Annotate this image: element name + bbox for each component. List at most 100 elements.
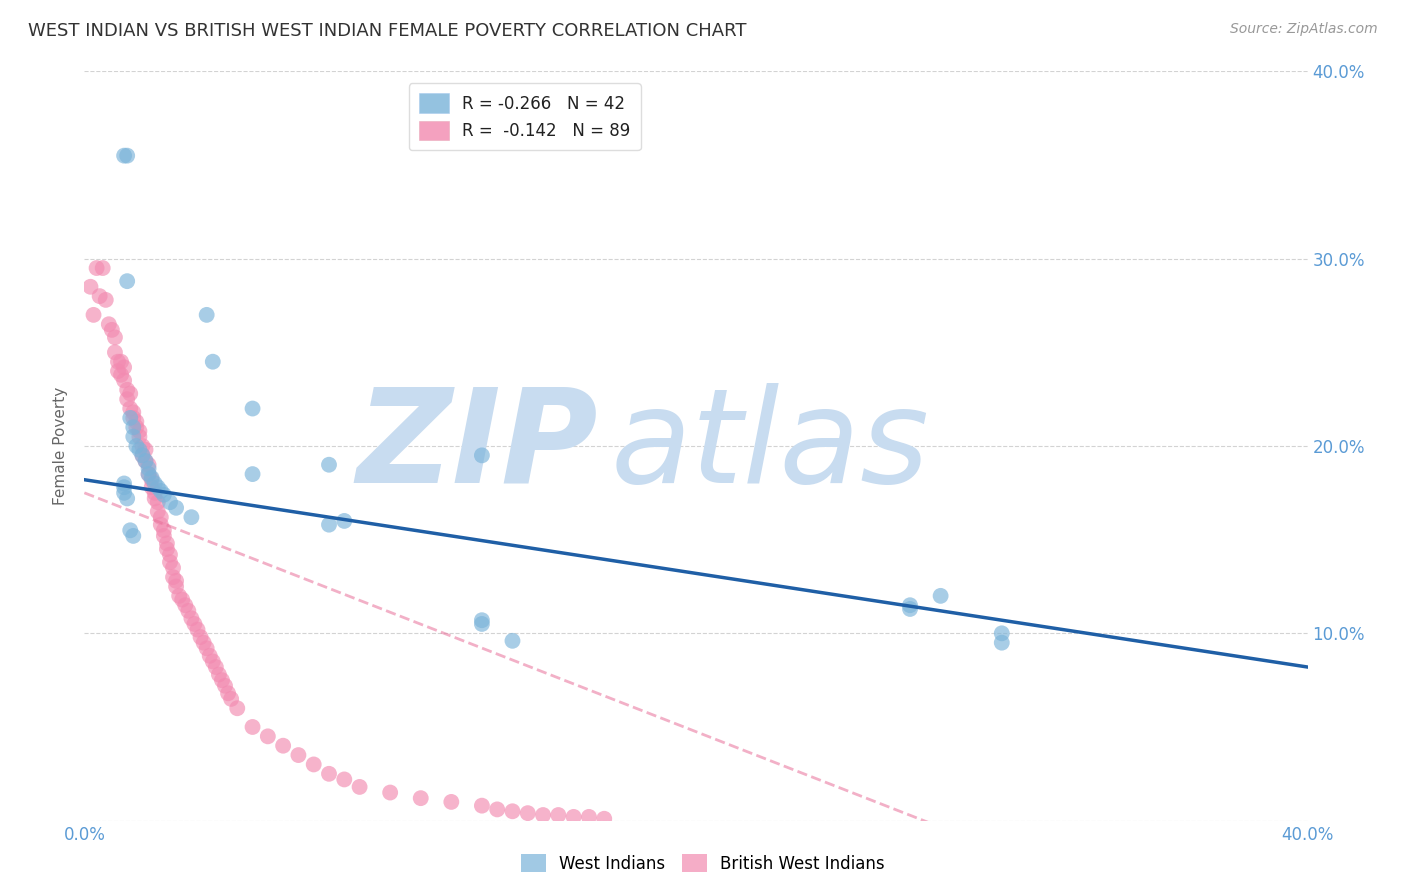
Point: [471, 798, 494, 813]
Text: atlas: atlas: [610, 383, 929, 509]
Point: [146, 480, 169, 494]
Point: [167, 589, 190, 603]
Point: [219, 692, 242, 706]
Point: [302, 757, 325, 772]
Point: [115, 383, 138, 397]
Point: [112, 360, 135, 375]
Point: [141, 480, 163, 494]
Point: [380, 786, 402, 800]
Point: [183, 617, 205, 632]
Point: [115, 149, 138, 163]
Point: [195, 641, 218, 656]
Point: [112, 149, 135, 163]
Point: [186, 623, 208, 637]
Point: [122, 529, 145, 543]
Point: [318, 517, 340, 532]
Point: [135, 442, 157, 457]
Point: [201, 355, 224, 369]
Point: [242, 467, 264, 482]
Point: [318, 458, 340, 472]
Point: [333, 772, 356, 787]
Point: [214, 679, 236, 693]
Point: [211, 673, 233, 688]
Point: [226, 701, 249, 715]
Point: [107, 364, 129, 378]
Point: [217, 686, 239, 700]
Point: [125, 439, 148, 453]
Point: [333, 514, 356, 528]
Point: [156, 542, 179, 557]
Point: [991, 635, 1014, 649]
Point: [165, 580, 187, 594]
Point: [318, 767, 340, 781]
Point: [502, 805, 524, 819]
Point: [112, 374, 135, 388]
Point: [257, 730, 280, 744]
Point: [174, 599, 197, 613]
Text: Source: ZipAtlas.com: Source: ZipAtlas.com: [1230, 22, 1378, 37]
Point: [131, 449, 153, 463]
Point: [180, 510, 202, 524]
Point: [83, 308, 105, 322]
Point: [471, 449, 494, 463]
Point: [112, 476, 135, 491]
Point: [898, 599, 921, 613]
Point: [115, 392, 138, 407]
Point: [156, 536, 179, 550]
Point: [120, 411, 142, 425]
Point: [131, 449, 153, 463]
Point: [153, 488, 176, 502]
Point: [562, 810, 585, 824]
Point: [128, 430, 150, 444]
Point: [593, 812, 616, 826]
Point: [149, 517, 172, 532]
Point: [138, 467, 160, 482]
Point: [162, 570, 184, 584]
Point: [180, 611, 202, 625]
Point: [149, 483, 172, 498]
Point: [440, 795, 463, 809]
Point: [287, 747, 309, 762]
Point: [79, 280, 101, 294]
Point: [198, 648, 221, 663]
Point: [94, 293, 117, 307]
Point: [502, 633, 524, 648]
Point: [120, 386, 142, 401]
Point: [242, 401, 264, 416]
Point: [193, 635, 215, 649]
Point: [165, 500, 187, 515]
Point: [159, 548, 181, 562]
Point: [115, 274, 138, 288]
Point: [122, 430, 145, 444]
Point: [471, 617, 494, 632]
Point: [115, 491, 138, 506]
Point: [104, 345, 127, 359]
Point: [991, 626, 1014, 640]
Point: [138, 458, 160, 472]
Point: [128, 424, 150, 438]
Point: [128, 442, 150, 457]
Point: [349, 780, 371, 794]
Point: [190, 630, 212, 644]
Point: [141, 473, 163, 487]
Point: [153, 524, 176, 538]
Text: WEST INDIAN VS BRITISH WEST INDIAN FEMALE POVERTY CORRELATION CHART: WEST INDIAN VS BRITISH WEST INDIAN FEMAL…: [28, 22, 747, 40]
Point: [201, 655, 224, 669]
Point: [149, 510, 172, 524]
Point: [177, 604, 200, 618]
Point: [89, 289, 111, 303]
Point: [531, 808, 554, 822]
Point: [138, 461, 160, 475]
Point: [143, 486, 166, 500]
Point: [138, 467, 160, 482]
Legend: R = -0.266   N = 42, R =  -0.142   N = 89: R = -0.266 N = 42, R = -0.142 N = 89: [409, 84, 641, 150]
Point: [131, 439, 153, 453]
Point: [110, 355, 132, 369]
Point: [122, 411, 145, 425]
Point: [143, 491, 166, 506]
Point: [929, 589, 952, 603]
Point: [101, 323, 124, 337]
Point: [125, 415, 148, 429]
Legend: West Indians, British West Indians: West Indians, British West Indians: [515, 847, 891, 880]
Point: [165, 574, 187, 588]
